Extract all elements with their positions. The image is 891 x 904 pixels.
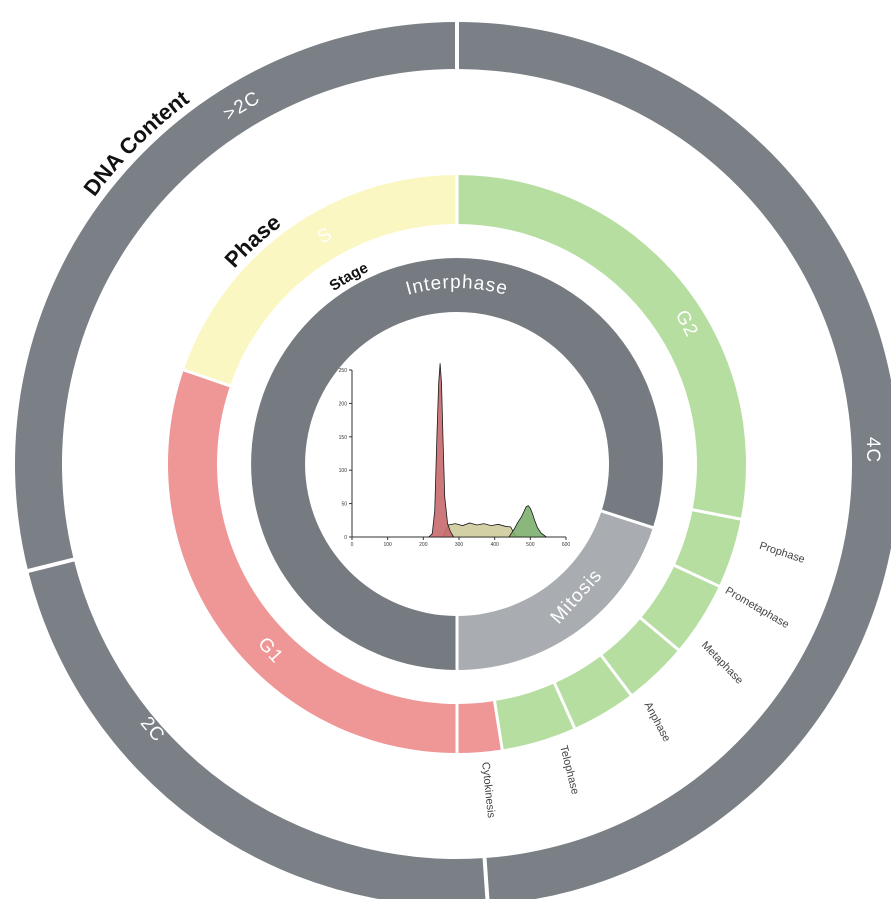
y-tick-label: 200 (339, 401, 348, 407)
dna-segment-4c (457, 22, 891, 904)
histogram-area-0 (427, 363, 455, 538)
dna-segment-2c (28, 559, 488, 904)
dna-divider (482, 856, 490, 904)
phase-divider (691, 508, 742, 521)
ring-segments (14, 22, 891, 904)
y-tick-label: 100 (339, 468, 348, 474)
dna-label-4c: 4C (862, 437, 883, 463)
stage-segment-interphase-right (457, 258, 663, 528)
mitosis-substage-label-prophase: Prophase (758, 540, 806, 566)
stage-divider (600, 509, 655, 530)
mitosis-substage-label-telophase: Telophase (557, 744, 581, 796)
y-tick-label: 250 (339, 368, 348, 374)
x-tick-label: 400 (490, 542, 499, 548)
dna-histogram: 0 100 200 300 400 500 600 0 50 100 150 200 250 (339, 363, 571, 548)
x-tick-label: 0 (351, 542, 354, 548)
x-tick-label: 100 (383, 542, 392, 548)
x-tick-label: 300 (455, 542, 464, 548)
stage-segment-mitosis (457, 510, 653, 670)
stage-segment-interphase-left (251, 258, 457, 670)
mitosis-substage-label-prometaphase: Prometaphase (723, 585, 791, 631)
phase-segment-g2 (457, 175, 747, 520)
dna-segment-gt2c (14, 22, 457, 571)
histogram-area-1 (442, 522, 517, 538)
phase-divider (492, 699, 504, 751)
cytokinesis-band (457, 701, 503, 753)
mitosis-substage-label-metaphase: Metaphase (699, 639, 745, 686)
y-tick-label: 0 (344, 535, 347, 541)
histogram-area-2 (508, 505, 548, 538)
dna-divider (26, 557, 76, 574)
phase-segment-s (183, 175, 458, 386)
phase-segment-g1 (167, 369, 457, 753)
x-tick-label: 500 (526, 542, 535, 548)
mitosis-substage-label-cytokinesis: Cytokinesis (479, 761, 497, 819)
phase-divider (599, 653, 633, 697)
phase-divider (182, 368, 232, 388)
phase-divider (672, 563, 721, 588)
phase-divider (639, 616, 681, 652)
phase-divider (552, 681, 577, 730)
x-tick-label: 200 (419, 542, 428, 548)
mitosis-substage-label-anphase: Anphase (642, 700, 673, 744)
y-tick-label: 50 (341, 502, 347, 508)
y-tick-label: 150 (339, 435, 348, 441)
ring-dividers (26, 21, 742, 904)
x-tick-label: 600 (562, 542, 571, 548)
